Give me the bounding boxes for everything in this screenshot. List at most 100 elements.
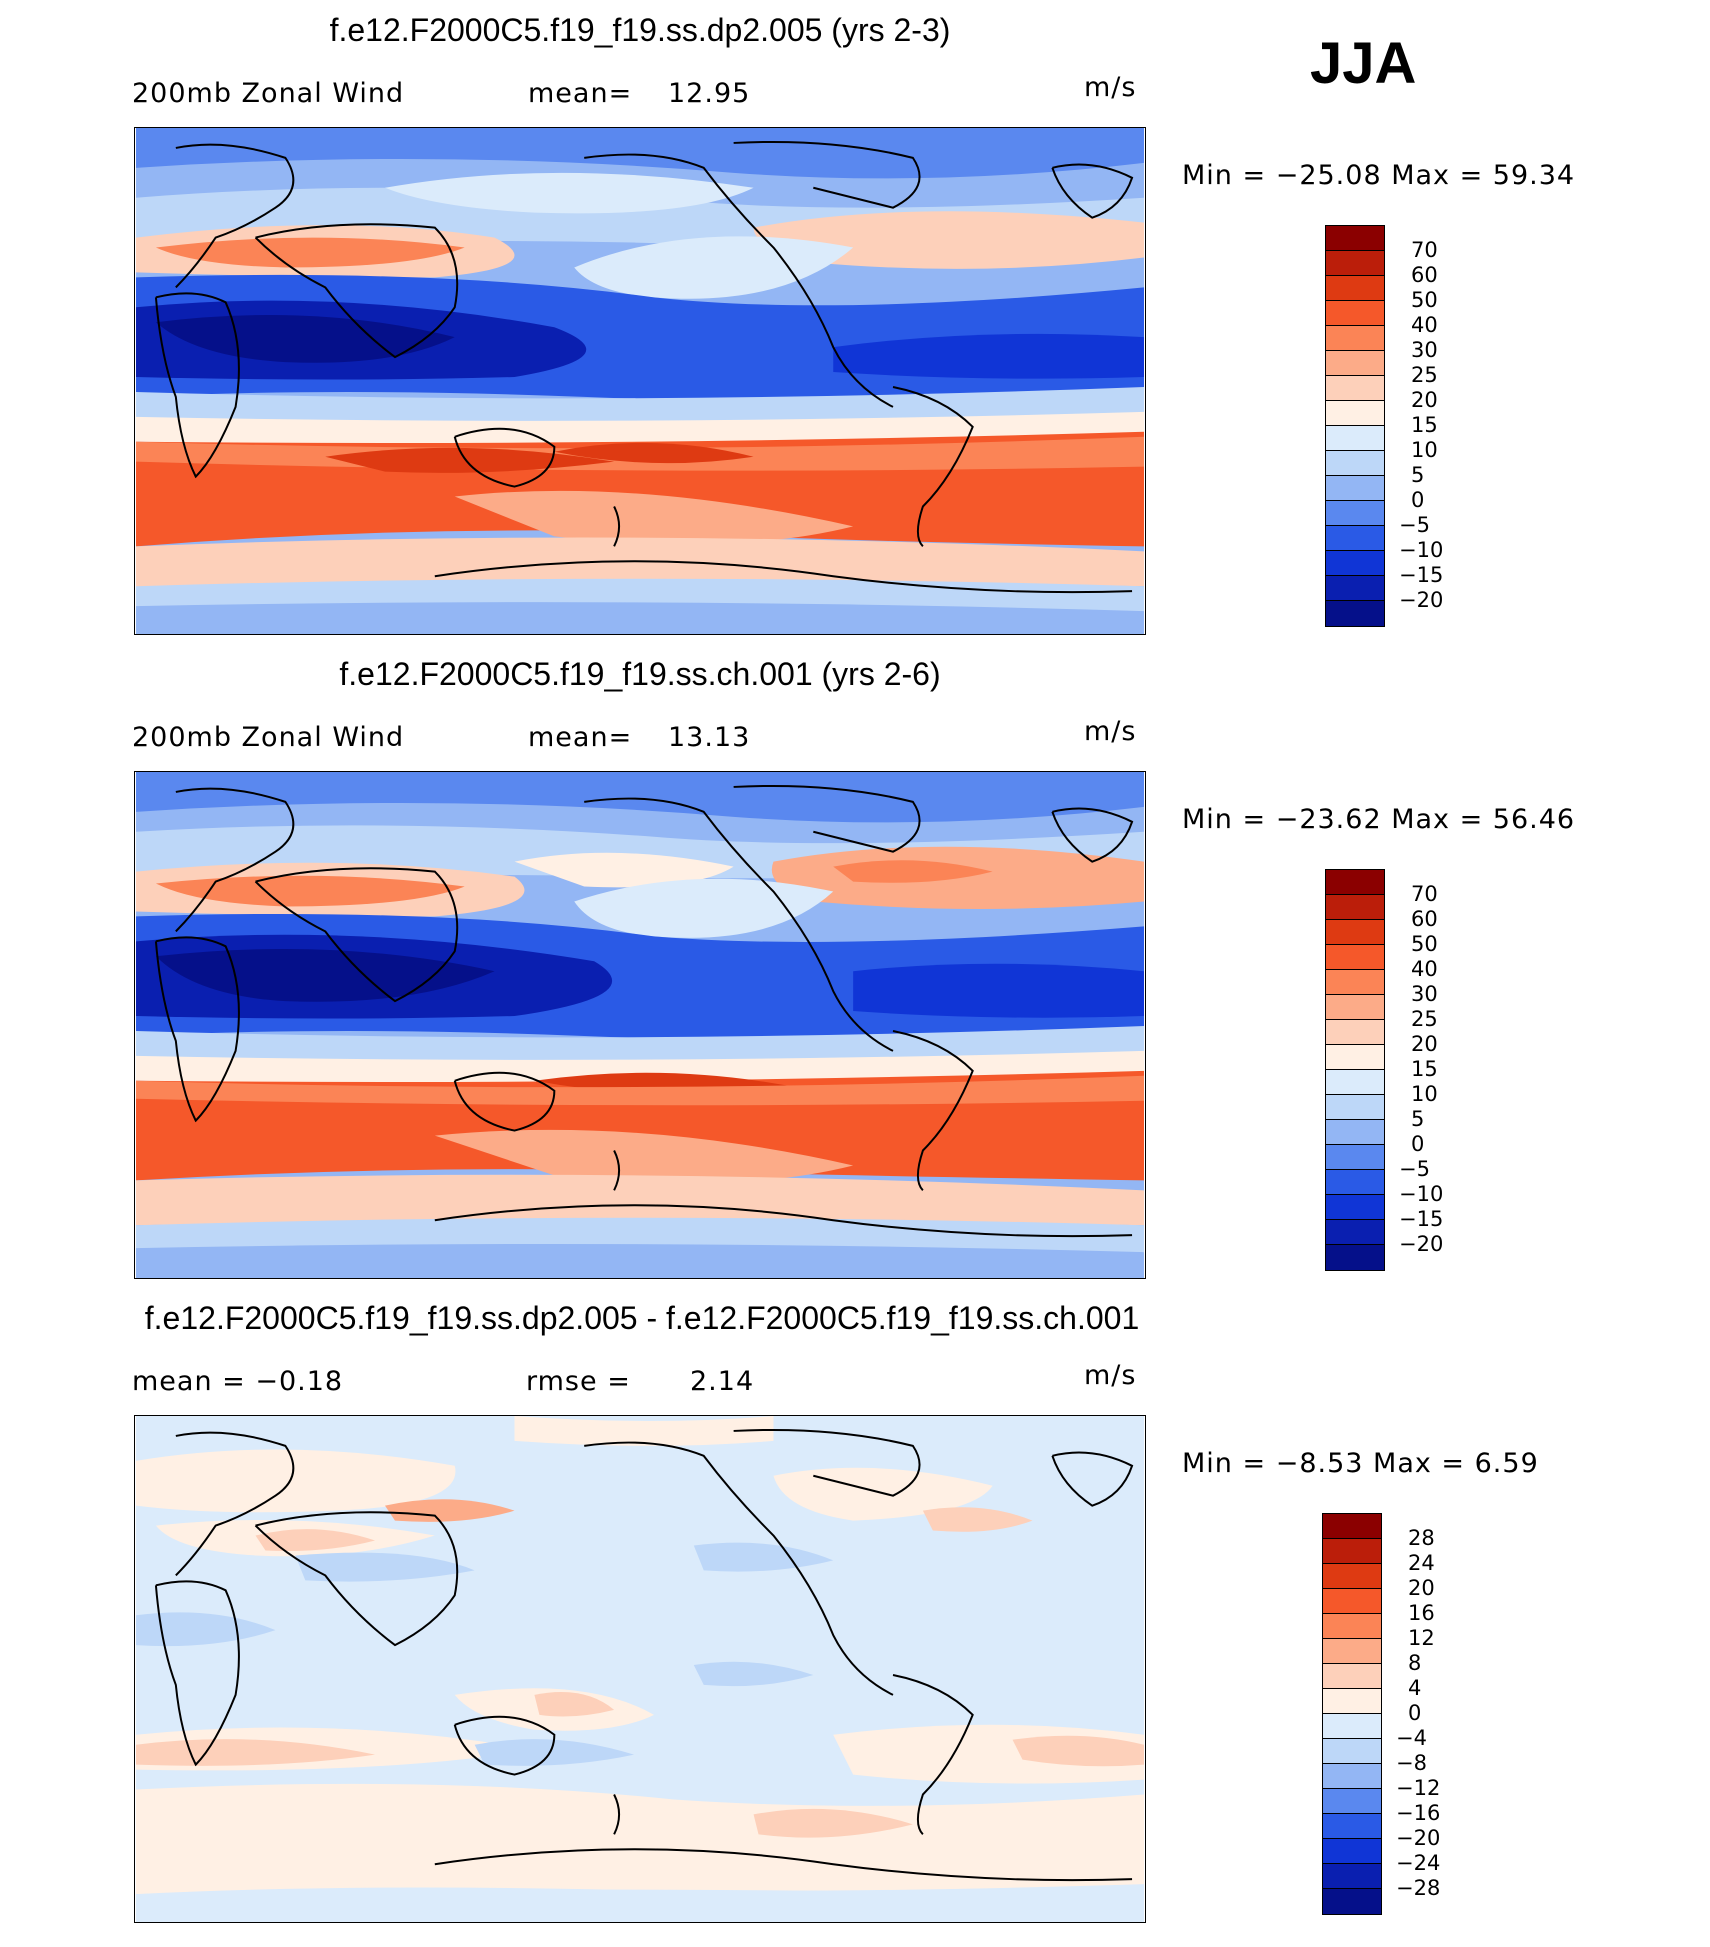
colorbar-tick-label: 30 — [1411, 982, 1438, 1006]
colorbar-swatch — [1326, 895, 1384, 920]
contour-sh-jet-core-a — [325, 447, 615, 473]
contour-pacific-ridge — [574, 236, 854, 299]
colorbar-swatch — [1326, 401, 1384, 426]
colorbar-tick-label: 10 — [1411, 438, 1438, 462]
colorbar-swatch — [1323, 1589, 1381, 1614]
colorbar-swatch — [1326, 501, 1384, 526]
contour-atlantic-core — [833, 860, 993, 883]
contour-pos-e-core — [922, 1507, 1033, 1532]
colorbar-swatch — [1326, 426, 1384, 451]
contour-pos-b-core — [255, 1529, 376, 1552]
contour-easterlies-max — [155, 949, 495, 1002]
colorbar-tick-label: 24 — [1408, 1551, 1435, 1575]
colorbar-swatch — [1323, 1714, 1381, 1739]
colorbar-swatch — [1326, 920, 1384, 945]
colorbar-swatch — [1326, 1070, 1384, 1095]
panel-title: f.e12.F2000C5.f19_f19.ss.dp2.005 - f.e12… — [144, 1300, 1140, 1336]
colorbar-swatch — [1326, 1195, 1384, 1220]
colorbar — [1325, 225, 1385, 627]
colorbar-tick-label: 20 — [1411, 388, 1438, 412]
colorbar-swatch — [1323, 1789, 1381, 1814]
colorbar-tick-label: 5 — [1411, 1107, 1425, 1131]
colorbar-tick-label: 0 — [1411, 1132, 1425, 1156]
colorbar-tick-label: −20 — [1399, 588, 1444, 612]
colorbar-swatch — [1326, 376, 1384, 401]
map-plot — [134, 771, 1146, 1279]
colorbar-swatch — [1323, 1764, 1381, 1789]
colorbar-swatch — [1326, 1170, 1384, 1195]
rmse-value: 2.14 — [690, 1366, 755, 1397]
colorbar-swatch — [1326, 1045, 1384, 1070]
contour-pacific-high — [385, 172, 754, 214]
colorbar-tick-label: 15 — [1411, 413, 1438, 437]
colorbar-tick-label: 60 — [1411, 907, 1438, 931]
colorbar-swatch — [1323, 1514, 1381, 1539]
contour-pos-f-core — [534, 1692, 615, 1717]
variable-label: 200mb Zonal Wind — [132, 722, 405, 753]
contour-neg-c — [135, 1612, 276, 1647]
contour-atlantic-easterlies — [833, 333, 1145, 379]
colorbar-swatch — [1326, 301, 1384, 326]
colorbar-swatch — [1323, 1839, 1381, 1864]
contour-antarctic — [135, 1889, 1145, 1922]
contour-sh-positive — [135, 1783, 1145, 1895]
colorbar-swatch — [1326, 351, 1384, 376]
contour-polar-cap — [135, 128, 1145, 179]
mean-value: 13.13 — [668, 722, 751, 753]
contour-polar-cap — [135, 772, 1145, 823]
coastlines — [154, 784, 1134, 1238]
colorbar-swatch — [1323, 1889, 1381, 1914]
colorbar-tick-label: −10 — [1399, 538, 1444, 562]
min-max-label: Min = −25.08 Max = 59.34 — [1182, 160, 1576, 191]
colorbar-swatch — [1323, 1864, 1381, 1889]
contour-pos-c — [514, 1416, 774, 1446]
colorbar-swatch — [1326, 451, 1384, 476]
colorbar-swatch — [1326, 970, 1384, 995]
colorbar-swatch — [1326, 1220, 1384, 1245]
colorbar-tick-label: 20 — [1411, 1032, 1438, 1056]
colorbar-swatch — [1326, 226, 1384, 251]
colorbar-swatch — [1326, 870, 1384, 895]
colorbar-tick-label: 25 — [1411, 363, 1438, 387]
contour-sh-jet-south — [454, 490, 854, 545]
colorbar-swatch — [1326, 576, 1384, 601]
colorbar-tick-label: −4 — [1396, 1726, 1427, 1750]
coastlines — [154, 1428, 1134, 1882]
colorbar-swatch — [1326, 1095, 1384, 1120]
colorbar-tick-label: 30 — [1411, 338, 1438, 362]
contour-sh-jet-core-b — [554, 442, 754, 464]
colorbar-swatch — [1326, 251, 1384, 276]
colorbar-swatch — [1326, 526, 1384, 551]
colorbar-tick-label: 50 — [1411, 288, 1438, 312]
colorbar-swatch — [1326, 476, 1384, 501]
colorbar-tick-label: −5 — [1399, 1157, 1430, 1181]
colorbar-tick-label: 40 — [1411, 313, 1438, 337]
contour-pos-d — [385, 1499, 515, 1522]
colorbar-swatch — [1326, 1120, 1384, 1145]
contour-neg-b — [693, 1542, 834, 1572]
contour-pos-a — [135, 1449, 456, 1513]
colorbar-swatch — [1323, 1564, 1381, 1589]
contour-pacific-ridge — [574, 878, 834, 938]
colorbar-tick-label: −8 — [1396, 1751, 1427, 1775]
units-label: m/s — [1084, 716, 1137, 747]
colorbar-swatch — [1323, 1539, 1381, 1564]
colorbar-tick-label: −15 — [1399, 563, 1444, 587]
colorbar-tick-label: 5 — [1411, 463, 1425, 487]
colorbar-swatch — [1326, 1020, 1384, 1045]
colorbar-swatch — [1323, 1639, 1381, 1664]
contour-nh-jet-core — [155, 237, 465, 268]
colorbar-tick-label: 8 — [1408, 1651, 1422, 1675]
mean-value: 12.95 — [668, 78, 751, 109]
units-label: m/s — [1084, 1360, 1137, 1391]
colorbar-tick-label: 70 — [1411, 238, 1438, 262]
contour-sh-positive-core — [753, 1808, 913, 1838]
colorbar-tick-label: −15 — [1399, 1207, 1444, 1231]
mean-label: mean = −0.18 — [132, 1366, 344, 1397]
coastlines — [154, 140, 1134, 594]
panel-title: f.e12.F2000C5.f19_f19.ss.ch.001 (yrs 2-6… — [339, 656, 941, 692]
mean-label: mean= — [528, 78, 633, 109]
colorbar-swatch — [1323, 1664, 1381, 1689]
colorbar-swatch — [1326, 551, 1384, 576]
contour-sh-jet-edge — [135, 1075, 1145, 1106]
